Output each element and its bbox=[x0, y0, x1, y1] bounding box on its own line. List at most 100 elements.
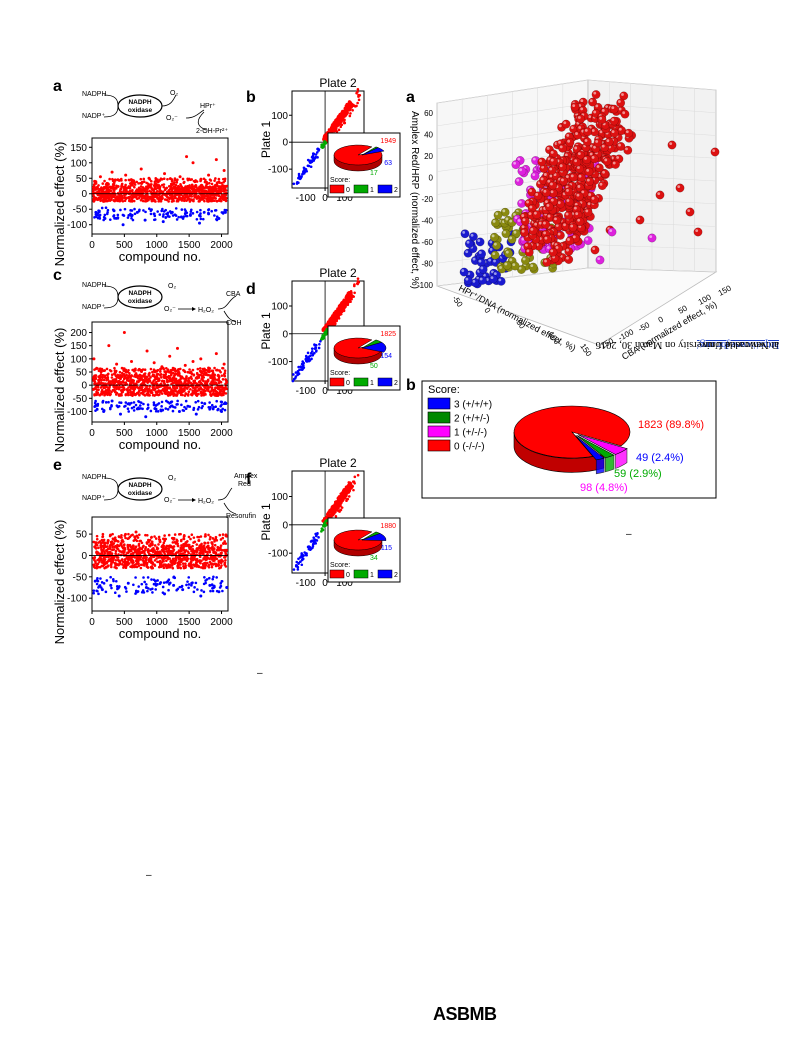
data-point bbox=[158, 540, 162, 544]
data-point bbox=[145, 556, 148, 559]
data-point bbox=[182, 180, 186, 184]
data-point bbox=[182, 199, 186, 203]
pie-label-0: 1825 bbox=[380, 331, 396, 338]
data-point bbox=[181, 588, 185, 592]
data-point bbox=[135, 385, 138, 389]
data-point bbox=[134, 576, 137, 579]
data-point bbox=[106, 372, 110, 376]
data-point bbox=[130, 216, 133, 220]
data-point bbox=[201, 404, 204, 408]
dense-cloud bbox=[92, 366, 228, 413]
data-point bbox=[98, 374, 102, 378]
data-point bbox=[124, 368, 128, 372]
data-point bbox=[151, 587, 154, 591]
data-point bbox=[169, 559, 173, 563]
data-point bbox=[104, 590, 108, 594]
data-point bbox=[107, 380, 111, 383]
data-point bbox=[150, 535, 153, 539]
data-point bbox=[142, 562, 146, 565]
data-point bbox=[127, 214, 130, 217]
data-point bbox=[102, 582, 106, 585]
data-point bbox=[223, 210, 227, 214]
data-point bbox=[223, 549, 226, 552]
chart-title: Plate 2 bbox=[319, 76, 357, 90]
data-point bbox=[115, 184, 118, 188]
data-point bbox=[196, 399, 200, 403]
data-point bbox=[175, 179, 179, 183]
data-point bbox=[145, 533, 149, 537]
scheme-nadph: NADPH bbox=[82, 474, 107, 481]
data-point bbox=[95, 188, 98, 191]
data-point bbox=[96, 391, 100, 395]
data-point bbox=[150, 565, 154, 568]
data-point bbox=[164, 537, 168, 541]
data-point bbox=[176, 199, 180, 203]
data-point bbox=[100, 588, 104, 592]
data-point bbox=[111, 548, 114, 552]
data-point bbox=[157, 379, 160, 383]
data-point bbox=[120, 390, 124, 394]
data-point bbox=[155, 373, 159, 376]
pie-label-1: 50 bbox=[370, 363, 378, 370]
data-point bbox=[292, 377, 296, 381]
data-point bbox=[152, 403, 156, 407]
data-point bbox=[128, 371, 131, 375]
data-point bbox=[123, 405, 126, 408]
data-point bbox=[110, 170, 114, 174]
data-point bbox=[145, 197, 149, 201]
data-point bbox=[115, 362, 119, 366]
data-point bbox=[202, 177, 206, 181]
scheme-nadp: NADP⁺ bbox=[82, 495, 105, 502]
data-point bbox=[210, 209, 213, 213]
data-point bbox=[94, 387, 97, 390]
data-point bbox=[207, 369, 211, 373]
data-point bbox=[190, 393, 193, 396]
data-point bbox=[173, 194, 177, 198]
data-point bbox=[126, 391, 130, 395]
data-point bbox=[209, 382, 212, 385]
data-point bbox=[138, 400, 141, 404]
data-point bbox=[192, 179, 196, 183]
data-point bbox=[161, 550, 165, 553]
data-point bbox=[184, 392, 188, 396]
data-point bbox=[113, 381, 116, 385]
data-point bbox=[211, 577, 215, 581]
data-point bbox=[208, 178, 212, 181]
data-point bbox=[93, 186, 96, 190]
data-point bbox=[182, 377, 185, 380]
data-point bbox=[100, 206, 104, 210]
data-point bbox=[213, 179, 216, 182]
data-point bbox=[337, 128, 341, 132]
data-point bbox=[115, 380, 119, 383]
data-point bbox=[337, 312, 340, 316]
data-point bbox=[148, 183, 151, 187]
data-point bbox=[123, 543, 126, 546]
data-point bbox=[224, 208, 228, 212]
data-point bbox=[208, 583, 212, 587]
enzyme-ellipse bbox=[117, 285, 163, 309]
data-point bbox=[109, 407, 112, 411]
data-point bbox=[104, 185, 108, 189]
data-point bbox=[121, 213, 125, 217]
scheme-product: COH bbox=[226, 320, 242, 327]
data-point bbox=[170, 392, 173, 396]
data-point bbox=[146, 406, 150, 410]
data-point bbox=[142, 379, 146, 383]
data-point bbox=[112, 187, 115, 191]
data-point bbox=[123, 207, 127, 211]
data-point bbox=[197, 392, 200, 396]
data-point bbox=[195, 218, 199, 221]
data-point bbox=[132, 583, 135, 587]
data-point bbox=[102, 540, 105, 543]
data-point bbox=[101, 391, 105, 395]
data-point bbox=[311, 152, 315, 155]
data-point bbox=[151, 374, 154, 378]
data-point bbox=[103, 374, 107, 377]
data-point bbox=[143, 199, 147, 203]
data-point bbox=[166, 579, 170, 583]
data-point bbox=[100, 378, 104, 382]
data-point bbox=[144, 586, 148, 589]
data-point bbox=[221, 589, 224, 593]
data-point bbox=[113, 536, 117, 539]
